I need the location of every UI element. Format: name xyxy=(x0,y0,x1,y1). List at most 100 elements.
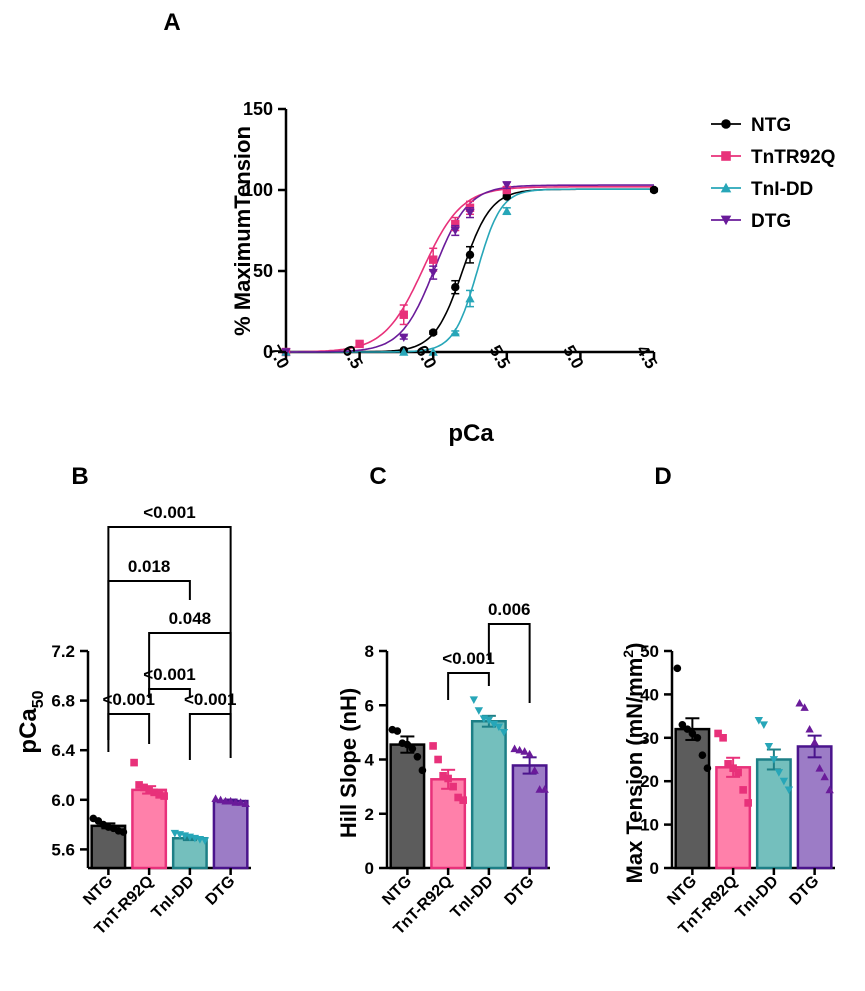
panel-d-bar-ntg xyxy=(674,727,711,870)
panel-b-y-tick-label: 5.6 xyxy=(51,840,75,859)
panel-c-data-point xyxy=(494,723,504,732)
panel-a-point-tntr92q xyxy=(451,219,460,229)
panel-b-data-point xyxy=(216,795,225,804)
panel-d-data-point xyxy=(724,760,732,768)
panel-c-y-tick-label: 0 xyxy=(365,859,374,878)
panel-b-x-tick-label: TnI-DD xyxy=(149,873,198,922)
panel-c-data-point xyxy=(489,720,499,729)
legend-label-ntg: NTG xyxy=(751,115,791,136)
panel-c-data-point xyxy=(540,785,549,793)
panel-b-p-value-label: <0.001 xyxy=(143,503,195,522)
panel-c-data-point xyxy=(520,747,529,755)
panel-b-data-point xyxy=(140,783,148,792)
panel-d-data-point xyxy=(719,734,727,742)
panel-d-data-point xyxy=(764,743,774,751)
panel-c-x-tick-label: TnI-DD xyxy=(448,873,497,922)
panel-label-a: A xyxy=(163,9,180,36)
legend-marker-tni-dd xyxy=(720,182,732,193)
panel-b-significance-bracket xyxy=(107,526,232,740)
panel-b-p-value-label: <0.001 xyxy=(143,665,195,684)
legend-label-tntr92q: TnTR92Q xyxy=(751,147,835,168)
panel-c-data-point xyxy=(444,774,452,783)
panel-a-point-ntg xyxy=(502,192,511,201)
panel-c-bar-dtg xyxy=(511,764,548,870)
panel-c-p-value-label: <0.001 xyxy=(442,649,494,668)
panel-label-d: D xyxy=(654,463,671,490)
panel-b-data-point xyxy=(130,758,138,767)
panel-d-data-point xyxy=(805,724,814,733)
panel-c-significance-bracket xyxy=(447,672,490,700)
panel-b-bar-tnt-r92q xyxy=(131,788,168,870)
panel-d-data-point xyxy=(729,764,737,772)
panel-c-data-point xyxy=(469,696,479,705)
panel-d-data-point xyxy=(754,717,764,725)
panel-d-y-tick-label: 0 xyxy=(650,859,659,878)
panel-d-data-point xyxy=(744,799,752,807)
panel-c-data-point xyxy=(408,744,417,753)
panel-b-bar-dtg xyxy=(212,799,249,870)
panel-a-point-tni-dd xyxy=(450,327,460,337)
panel-label-c: C xyxy=(369,463,386,490)
panel-b-data-point xyxy=(200,837,210,845)
panel-a-point-dtg xyxy=(450,226,460,236)
panel-a-point-ntg xyxy=(429,328,438,337)
panel-d-data-point xyxy=(800,703,809,711)
panel-d-data-point xyxy=(698,751,707,759)
panel-d-data-point xyxy=(784,786,794,795)
panel-c-data-point xyxy=(474,707,484,715)
panel-c-bar-tni-dd xyxy=(470,720,507,870)
panel-d-x-tick-label: NTG xyxy=(664,873,700,909)
panel-a-x-axis-title: pCa xyxy=(448,420,494,447)
panel-d-y-axis-title-end: ) xyxy=(622,643,647,650)
panel-b-significance-bracket xyxy=(107,713,151,752)
panel-c-y-tick-label: 6 xyxy=(365,696,374,715)
panel-a-point-dtg xyxy=(428,268,438,278)
panel-a-point-tntr92q xyxy=(355,339,364,349)
panel-d-y-tick-label: 10 xyxy=(640,816,659,835)
panel-a-data-points xyxy=(281,181,659,357)
panel-b-y-tick-label: 6.0 xyxy=(51,791,75,810)
panel-d-data-point xyxy=(688,729,697,738)
panel-d-y-tick-label: 20 xyxy=(640,772,659,791)
panel-d-data-point xyxy=(759,721,769,729)
panel-b-data-point xyxy=(226,796,235,805)
panel-c-data-point xyxy=(418,766,427,775)
panel-c-x-tick-label: DTG xyxy=(502,873,538,909)
panel-b-x-tick-label: NTG xyxy=(80,873,116,909)
panel-c-p-value-label: 0.006 xyxy=(488,600,531,619)
panel-d-y-axis-title: Max Tension (mN/mm2) xyxy=(620,643,647,884)
panel-a-legend: NTG TnTR92Q TnI-DD DTG xyxy=(711,115,835,232)
legend-label-dtg: DTG xyxy=(751,211,791,232)
panel-c-data-point xyxy=(393,727,402,735)
panel-a-point-tni-dd xyxy=(428,347,438,356)
panel-c-y-tick-label: 2 xyxy=(365,805,374,824)
panel-label-b: B xyxy=(71,463,88,490)
panel-d-y-axis-title-main: Max Tension (mN/mm xyxy=(622,658,647,884)
panel-d-y-tick-label: 30 xyxy=(640,729,659,748)
legend-marker-dtg xyxy=(720,215,732,226)
panel-d-data-point xyxy=(678,720,687,729)
panel-a-y-tick-label: 100 xyxy=(243,180,273,200)
panel-b-bar-tni-dd xyxy=(171,836,208,870)
panel-d-bar-dtg xyxy=(796,745,833,870)
panel-b-p-value-label: 0.048 xyxy=(169,609,212,628)
panel-a-x-tick-label: 4.5 xyxy=(633,342,661,372)
panel-b-data-point xyxy=(119,828,128,836)
panel-b-y-tick-label: 7.2 xyxy=(51,642,75,661)
panel-b-p-value-label: 0.018 xyxy=(128,557,171,576)
panel-c-data-point xyxy=(449,782,457,791)
panel-a-y-tick-label: 0 xyxy=(263,342,273,362)
panel-a-axes xyxy=(284,109,654,354)
panel-a-x-tick-label: 5.0 xyxy=(559,342,587,372)
panel-a-point-tni-dd xyxy=(502,206,512,215)
panel-c-bar-tnt-r92q xyxy=(430,778,467,870)
panel-a-point-tni-dd xyxy=(465,293,475,303)
panel-d-data-point xyxy=(683,725,692,733)
panel-c-data-point xyxy=(484,716,494,725)
panel-d-bar-tni-dd xyxy=(755,758,792,870)
panel-d-data-point xyxy=(795,698,804,707)
panel-d-data-point xyxy=(693,734,702,742)
